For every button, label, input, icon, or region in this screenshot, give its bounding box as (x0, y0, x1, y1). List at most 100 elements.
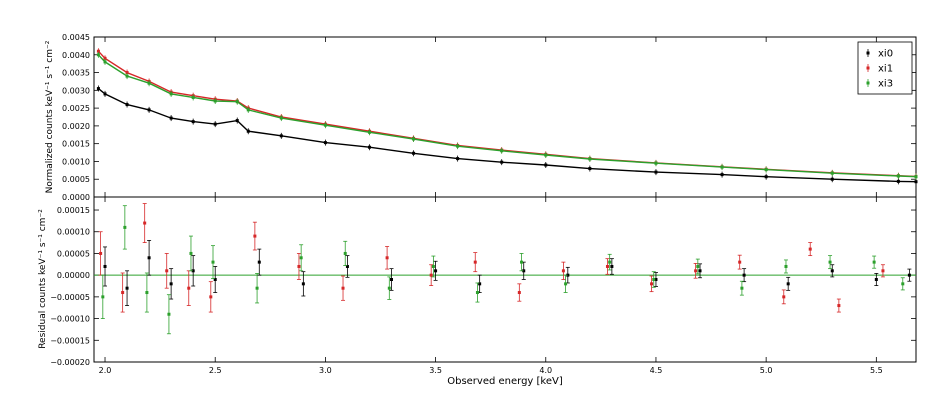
point-xi0 (147, 108, 151, 112)
residual-point-xi3 (255, 286, 259, 290)
point-xi0 (191, 120, 195, 124)
residual-point-xi1 (517, 291, 521, 295)
residual-point-xi0 (830, 269, 834, 273)
x-tick-label: 5.0 (760, 366, 773, 375)
residual-point-xi0 (654, 278, 658, 281)
point-xi3 (125, 74, 129, 78)
point-xi3 (169, 92, 173, 96)
x-tick-label: 4.0 (539, 366, 552, 375)
residual-point-xi0 (434, 269, 438, 273)
point-xi0 (367, 145, 371, 149)
point-xi0 (235, 119, 239, 123)
top-y-tick-label: 0.0015 (62, 140, 90, 149)
residual-point-xi1 (694, 269, 698, 273)
residual-point-xi3 (652, 278, 656, 281)
residual-point-xi3 (828, 260, 832, 264)
point-xi3 (544, 153, 548, 157)
residual-point-xi0 (786, 282, 790, 286)
x-tick-label: 4.5 (650, 366, 663, 375)
point-xi3 (830, 171, 834, 175)
point-xi3 (914, 175, 918, 179)
point-xi0 (588, 167, 592, 171)
x-tick-label: 3.0 (319, 366, 332, 375)
residual-point-xi0 (301, 282, 305, 286)
legend-label-xi1: xi1 (878, 64, 893, 75)
point-xi3 (213, 99, 217, 103)
point-xi3 (654, 161, 658, 165)
residual-point-xi3 (901, 282, 905, 286)
top-plot-area (96, 48, 918, 185)
bottom-y-axis-label: Residual counts keV⁻¹ s⁻¹ cm⁻² (38, 209, 48, 349)
legend: xi0 xi1 xi3 (857, 41, 913, 95)
residual-point-xi3 (387, 286, 391, 290)
residual-point-xi0 (169, 282, 173, 286)
residual-point-xi0 (698, 269, 702, 273)
residual-point-xi1 (429, 273, 433, 277)
residual-point-xi1 (99, 251, 103, 255)
x-tick-label: 5.5 (870, 366, 883, 375)
point-xi1 (96, 49, 100, 53)
residual-point-xi0 (257, 260, 261, 264)
x-axis-label: Observed energy [keV] (447, 376, 563, 387)
bottom-y-tick-label: 0.00005 (57, 249, 90, 258)
point-xi3 (764, 168, 768, 172)
point-xi3 (720, 165, 724, 169)
point-xi0 (125, 103, 129, 107)
residual-point-xi1 (209, 295, 213, 299)
residual-point-xi1 (561, 269, 565, 273)
residual-point-xi3 (211, 260, 215, 264)
x-tick-label: 3.5 (429, 366, 442, 375)
residual-point-xi0 (125, 286, 129, 290)
point-xi3 (896, 174, 900, 178)
residual-point-xi3 (784, 264, 788, 268)
point-xi0 (914, 180, 918, 184)
residual-point-xi0 (147, 256, 151, 260)
point-xi0 (323, 141, 327, 145)
point-xi0 (412, 151, 416, 155)
legend-marker-xi0 (866, 51, 870, 55)
residual-point-xi1 (808, 247, 812, 251)
point-xi3 (588, 157, 592, 161)
bottom-y-tick-label: 0.00010 (57, 228, 90, 237)
residual-point-xi3 (145, 291, 149, 295)
point-xi0 (103, 92, 107, 96)
residual-point-xi1 (837, 304, 841, 308)
bottom-panel-frame (93, 196, 917, 363)
residual-point-xi0 (610, 264, 614, 268)
residual-point-xi3 (189, 251, 193, 255)
residual-point-xi0 (566, 273, 570, 277)
residual-point-xi1 (187, 286, 191, 290)
x-tick-label: 2.5 (209, 366, 222, 375)
bottom-y-tick-label: 0.00000 (57, 271, 90, 280)
legend-marker-xi3 (866, 81, 870, 85)
point-xi3 (103, 60, 107, 64)
point-xi0 (246, 129, 250, 133)
residual-point-xi3 (101, 295, 105, 299)
residual-point-xi0 (191, 269, 195, 273)
point-xi3 (279, 116, 283, 120)
residual-point-xi0 (742, 273, 746, 277)
bottom-y-tick-label: −0.00005 (50, 293, 90, 302)
point-xi0 (830, 177, 834, 181)
bottom-y-tick-label: 0.00015 (57, 206, 90, 215)
residual-point-xi1 (165, 269, 169, 273)
residual-point-xi3 (431, 264, 435, 268)
point-xi3 (367, 130, 371, 134)
top-y-tick-label: 0.0040 (62, 51, 90, 60)
point-xi3 (323, 123, 327, 127)
point-xi0 (500, 160, 504, 164)
residual-point-xi1 (143, 221, 147, 225)
residual-point-xi1 (297, 264, 301, 268)
point-xi3 (500, 149, 504, 153)
top-y-tick-label: 0.0010 (62, 157, 90, 166)
residual-point-xi3 (696, 264, 700, 268)
residual-point-xi0 (907, 273, 911, 277)
bottom-y-tick-label: −0.00015 (50, 336, 90, 345)
residual-point-xi3 (123, 225, 127, 229)
point-xi3 (246, 108, 250, 112)
residual-point-xi3 (872, 260, 876, 264)
point-xi0 (213, 122, 217, 126)
point-xi0 (96, 87, 100, 91)
residual-point-xi0 (213, 278, 217, 281)
